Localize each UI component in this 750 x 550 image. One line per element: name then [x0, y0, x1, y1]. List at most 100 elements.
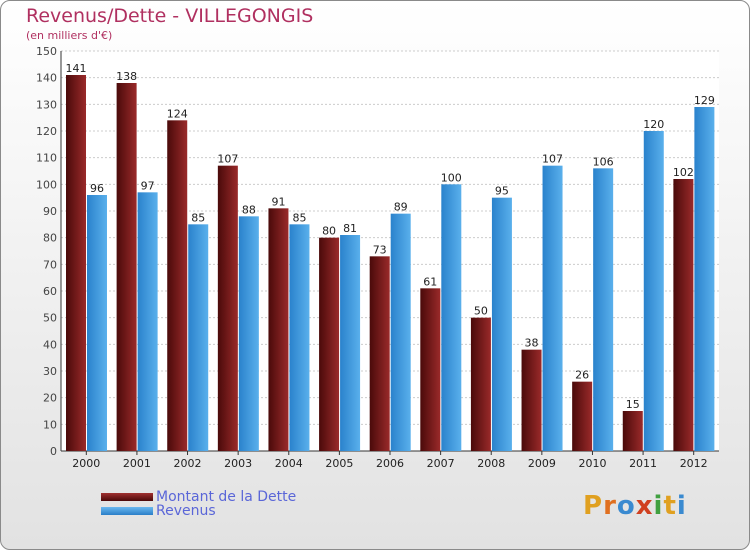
x-tick-label-2004: 2004 — [275, 457, 303, 470]
bar-revenus-2011 — [643, 131, 664, 451]
x-tick-label-2001: 2001 — [123, 457, 151, 470]
data-label-dette-2010: 26 — [575, 369, 589, 382]
y-tick-label-20: 20 — [43, 392, 57, 405]
bar-dette-2000 — [66, 75, 86, 451]
data-label-revenus-2002: 85 — [191, 211, 205, 224]
data-label-revenus-2006: 89 — [394, 201, 408, 214]
data-label-dette-2009: 38 — [525, 337, 539, 350]
data-label-dette-2004: 91 — [271, 195, 285, 208]
bar-revenus-2004 — [289, 224, 310, 451]
legend-label-revenus: Revenus — [156, 503, 216, 519]
bar-revenus-2010 — [593, 168, 614, 452]
bar-revenus-2001 — [137, 192, 158, 452]
x-tick-label-2010: 2010 — [578, 457, 606, 470]
x-tick-label-2008: 2008 — [477, 457, 505, 470]
data-label-dette-2001: 138 — [116, 70, 137, 83]
y-tick-label-120: 120 — [36, 125, 57, 138]
bar-dette-2012 — [673, 179, 694, 451]
bar-dette-2002 — [167, 120, 188, 451]
x-tick-label-2012: 2012 — [680, 457, 708, 470]
logo-letter: r — [603, 491, 617, 521]
x-tick-label-2011: 2011 — [629, 457, 657, 470]
bar-dette-2007 — [420, 288, 441, 451]
bar-dette-2009 — [521, 349, 542, 451]
legend-label-dette: Montant de la Dette — [156, 489, 297, 505]
data-label-revenus-2005: 81 — [343, 222, 357, 235]
y-tick-label-70: 70 — [43, 258, 57, 271]
data-label-dette-2008: 50 — [474, 305, 488, 318]
logo-letter: x — [635, 491, 654, 521]
y-tick-label-140: 140 — [36, 72, 57, 85]
bar-revenus-2003 — [238, 216, 259, 451]
x-tick-label-2002: 2002 — [174, 457, 202, 470]
bar-dette-2011 — [622, 411, 643, 451]
chart-title: Revenus/Dette - VILLEGONGIS — [26, 5, 314, 27]
bar-dette-2010 — [572, 381, 593, 451]
bar-dette-2006 — [369, 256, 390, 451]
data-label-dette-2002: 124 — [167, 107, 188, 120]
bar-dette-2001 — [116, 83, 137, 451]
bar-revenus-2005 — [340, 235, 361, 451]
logo-letter: o — [616, 491, 636, 521]
logo-letter: P — [583, 491, 604, 521]
data-label-revenus-2003: 88 — [242, 203, 256, 216]
x-tick-label-2005: 2005 — [325, 457, 353, 470]
data-label-revenus-2001: 97 — [141, 179, 155, 192]
y-tick-label-10: 10 — [43, 418, 57, 431]
data-label-revenus-2008: 95 — [495, 185, 509, 198]
logo-letter: t — [663, 491, 677, 521]
data-label-revenus-2004: 85 — [292, 211, 306, 224]
y-tick-label-150: 150 — [36, 45, 57, 58]
bar-dette-2008 — [470, 317, 491, 451]
data-label-dette-2006: 73 — [373, 243, 387, 256]
bar-revenus-2000 — [87, 195, 107, 451]
x-tick-label-2000: 2000 — [72, 457, 100, 470]
y-tick-label-80: 80 — [43, 232, 57, 245]
bar-dette-2005 — [319, 237, 340, 451]
proxiti-logo: Proxiti — [583, 491, 687, 521]
data-label-dette-2007: 61 — [423, 275, 437, 288]
data-label-dette-2011: 15 — [626, 398, 640, 411]
legend-swatch-dette — [101, 493, 153, 501]
legend-item-dette: Montant de la Dette — [101, 489, 296, 505]
bar-dette-2003 — [217, 165, 238, 451]
bar-revenus-2009 — [542, 165, 563, 451]
bar-revenus-2002 — [188, 224, 209, 451]
y-tick-label-100: 100 — [36, 178, 57, 191]
y-tick-label-110: 110 — [36, 152, 57, 165]
y-tick-label-50: 50 — [43, 312, 57, 325]
x-tick-label-2003: 2003 — [224, 457, 252, 470]
data-label-dette-2005: 80 — [322, 225, 336, 238]
data-label-revenus-2009: 107 — [542, 153, 563, 166]
plot-area — [61, 51, 719, 451]
y-tick-label-0: 0 — [50, 445, 57, 458]
data-label-revenus-2010: 106 — [593, 155, 614, 168]
y-tick-label-60: 60 — [43, 285, 57, 298]
y-tick-label-130: 130 — [36, 98, 57, 111]
legend-item-revenus: Revenus — [101, 503, 216, 519]
bar-dette-2004 — [268, 208, 289, 451]
bar-revenus-2007 — [441, 184, 462, 452]
x-tick-label-2006: 2006 — [376, 457, 404, 470]
y-tick-label-40: 40 — [43, 338, 57, 351]
bar-revenus-2006 — [390, 213, 411, 451]
logo-letter: i — [676, 491, 687, 521]
data-label-dette-2000: 141 — [66, 62, 87, 75]
x-tick-label-2009: 2009 — [528, 457, 556, 470]
chart-subtitle: (en milliers d'€) — [26, 29, 113, 42]
data-label-dette-2003: 107 — [217, 153, 238, 166]
data-label-revenus-2011: 120 — [643, 118, 664, 131]
data-label-revenus-2000: 96 — [90, 182, 104, 195]
bar-revenus-2008 — [491, 197, 512, 451]
legend-swatch-revenus — [101, 507, 153, 515]
data-label-dette-2012: 102 — [673, 166, 694, 179]
logo-letter: i — [653, 491, 664, 521]
x-tick-label-2007: 2007 — [427, 457, 455, 470]
data-label-revenus-2012: 129 — [694, 94, 715, 107]
bar-revenus-2012 — [694, 107, 715, 451]
y-tick-label-30: 30 — [43, 365, 57, 378]
y-tick-label-90: 90 — [43, 205, 57, 218]
data-label-revenus-2007: 100 — [441, 171, 462, 184]
